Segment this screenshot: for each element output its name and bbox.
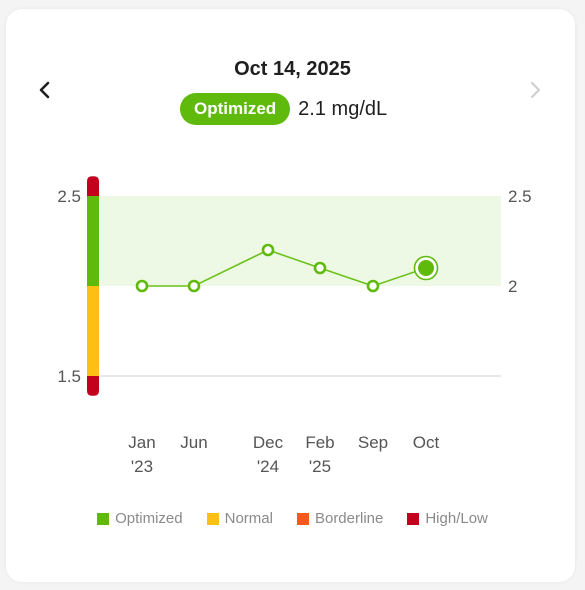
data-point-current (418, 260, 434, 276)
optimal-range-band (100, 196, 501, 286)
series-line (142, 249, 427, 287)
reading-date: Oct 14, 2025 (234, 58, 351, 80)
legend-label: Optimized (115, 510, 183, 527)
data-point (187, 279, 201, 293)
status-badge: Optimized (180, 93, 291, 125)
legend-label: High/Low (425, 510, 488, 527)
legend-item-borderline: Borderline (296, 510, 384, 527)
data-point (135, 279, 149, 293)
data-point (261, 243, 275, 257)
legend-item-normal: Normal (206, 510, 273, 527)
x-tick-label: Sep (358, 433, 388, 452)
y-tick-left: 1.5 (57, 367, 81, 386)
line-chart: 2.5 1.5 2.5 2 Jan '23 Jun Dec '24 Feb '25 Sep Oct (57, 176, 532, 476)
range-bar-optimized-segment (87, 196, 99, 286)
reading-value: 2.1 mg/dL (298, 97, 388, 120)
legend-label: Borderline (314, 510, 384, 527)
x-tick-label: Feb (305, 433, 334, 452)
y-tick-right: 2.5 (508, 187, 532, 206)
legend-swatch (97, 512, 110, 525)
chevron-left-icon (39, 81, 50, 99)
legend-swatch (407, 512, 420, 525)
legend: Optimized Normal Borderline High/Low (0, 510, 585, 527)
range-bar-normal-segment (87, 286, 99, 376)
x-tick-label: '25 (309, 457, 331, 476)
next-date-button[interactable] (522, 76, 550, 104)
range-bar-high_low-segment (87, 376, 99, 396)
data-point (313, 261, 327, 275)
legend-item-optimized: Optimized (97, 510, 183, 527)
legend-swatch (296, 512, 309, 525)
x-tick-label: '24 (257, 457, 279, 476)
chart-card (6, 9, 575, 582)
x-tick-label: Jan (128, 433, 155, 452)
y-tick-right: 2 (508, 277, 517, 296)
x-tick-label: '23 (131, 457, 153, 476)
legend-label: Normal (224, 510, 273, 527)
prev-date-button[interactable] (30, 76, 58, 104)
x-tick-label: Jun (180, 433, 207, 452)
x-tick-label: Oct (413, 433, 440, 452)
range-bar-high_low-segment (87, 176, 99, 196)
legend-item-high_low: High/Low (407, 510, 488, 527)
chevron-right-icon (530, 81, 541, 99)
x-tick-label: Dec (253, 433, 284, 452)
y-tick-left: 2.5 (57, 187, 81, 206)
data-point (366, 279, 380, 293)
status-row: Optimized 2.1 mg/dL (180, 93, 387, 125)
legend-swatch (206, 512, 219, 525)
